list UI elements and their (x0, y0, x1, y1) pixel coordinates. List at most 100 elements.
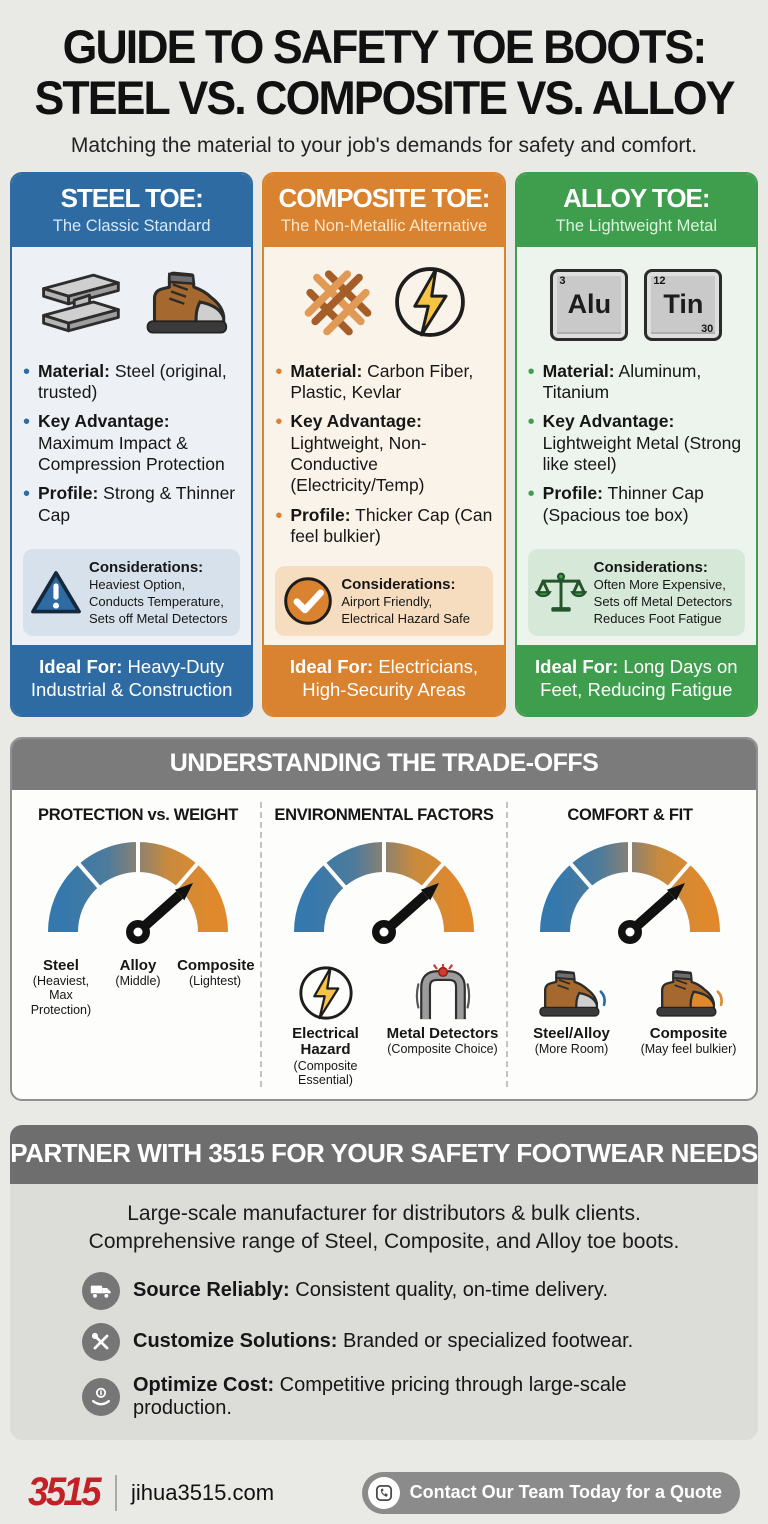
alloy-toe-subtitle: The Lightweight Metal (555, 216, 718, 235)
gauge-icon-labels: Steel/Alloy (More Room) (513, 960, 747, 1057)
metal-detector-icon (386, 960, 498, 1022)
page-header: GUIDE TO SAFETY TOE BOOTS: STEEL VS. COM… (0, 0, 768, 158)
partner-bullet-optimize: Optimize Cost: Competitive pricing throu… (82, 1374, 728, 1420)
alloy-considerations-box: Considerations: Often More Expensive, Se… (527, 549, 745, 637)
material-columns: STEEL TOE: The Classic Standard (0, 171, 768, 717)
tradeoffs-title: UNDERSTANDING THE TRADE-OFFS (12, 738, 756, 790)
partner-bullet-text: Optimize Cost: Competitive pricing throu… (133, 1373, 627, 1419)
partner-panel: PARTNER WITH 3515 FOR YOUR SAFETY FOOTWE… (10, 1125, 758, 1440)
composite-toe-header: COMPOSITE TOE: The Non-Metallic Alternat… (264, 173, 504, 247)
steel-toe-card: STEEL TOE: The Classic Standard (10, 171, 254, 717)
element-symbol: Tin (663, 289, 704, 319)
steel-toe-title: STEEL TOE: (60, 182, 204, 213)
balance-scale-icon (534, 569, 587, 617)
element-number: 3 (559, 274, 566, 287)
contact-quote-button[interactable]: Contact Our Team Today for a Quote (361, 1471, 740, 1514)
alloy-toe-card: ALLOY TOE: The Lightweight Metal 3 Alu 1… (514, 171, 758, 717)
tools-icon (82, 1322, 120, 1361)
composite-considerations-box: Considerations: Airport Friendly, Electr… (275, 565, 493, 637)
contact-quote-label: Contact Our Team Today for a Quote (409, 1482, 722, 1503)
bullet-material: Material: Carbon Fiber, Plastic, Kevlar (275, 360, 492, 404)
truck-icon (82, 1271, 120, 1310)
phone-icon (367, 1476, 400, 1509)
titanium-element-tile-icon: 12 Tin 30 (644, 268, 723, 341)
composite-ideal-for: Ideal For: Electricians, High-Security A… (264, 645, 504, 715)
environmental-factors-panel: ENVIRONMENTAL FACTORS (260, 801, 506, 1088)
composite-fit-item: Composite (May feel bulkier) (632, 960, 744, 1057)
alloy-considerations-text: Considerations: Often More Expensive, Se… (593, 559, 733, 626)
label-steel: Steel (Heaviest, Max Protection) (30, 956, 92, 1017)
composite-toe-icons (275, 259, 492, 351)
composite-toe-card: COMPOSITE TOE: The Non-Metallic Alternat… (262, 171, 506, 717)
page-title-line2: STEEL VS. COMPOSITE VS. ALLOY (34, 70, 735, 124)
panel-title: COMFORT & FIT (567, 805, 693, 824)
cost-icon (82, 1377, 120, 1416)
element-number: 12 (653, 274, 666, 287)
composite-toe-title: COMPOSITE TOE: (278, 182, 491, 213)
composite-toe-body: Material: Carbon Fiber, Plastic, Kevlar … (264, 247, 503, 646)
steel-toe-boot-icon (142, 267, 230, 342)
metal-detectors-item: Metal Detectors (Composite Choice) (386, 960, 498, 1088)
partner-bullets: Source Reliably: Consistent quality, on-… (40, 1271, 728, 1420)
tradeoffs-body: PROTECTION vs. WEIGHT (12, 790, 756, 1100)
composite-toe-subtitle: The Non-Metallic Alternative (280, 216, 488, 235)
bullet-profile: Profile: Thicker Cap (Can feel bulkier) (275, 504, 492, 548)
bullet-profile: Profile: Thinner Cap (Spacious toe box) (528, 482, 745, 526)
electrical-hazard-icon (269, 960, 381, 1022)
alloy-toe-title: ALLOY TOE: (563, 182, 711, 213)
bullet-key-advantage: Key Advantage: Lightweight Metal (Strong… (528, 410, 745, 475)
gauge-labels: Steel (Heaviest, Max Protection) Alloy (… (21, 956, 255, 1018)
carbon-fiber-weave-icon (300, 264, 376, 345)
website-link[interactable]: jihua3515.com (130, 1479, 275, 1505)
lightning-bolt-icon (392, 264, 468, 345)
steel-ideal-for: Ideal For: Heavy-Duty Industrial & Const… (12, 645, 252, 715)
bullet-key-advantage: Key Advantage: Maximum Impact & Compress… (23, 410, 240, 475)
warning-triangle-icon (30, 569, 82, 617)
steel-beam-icon (34, 269, 126, 340)
partner-bullet-customize: Customize Solutions: Branded or speciali… (82, 1322, 728, 1361)
protection-vs-weight-panel: PROTECTION vs. WEIGHT (16, 802, 260, 1088)
comfort-fit-panel: COMFORT & FIT (506, 801, 752, 1088)
brand-logo-3515: 3515 (28, 1470, 102, 1515)
composite-considerations-text: Considerations: Airport Friendly, Electr… (341, 575, 470, 626)
tradeoffs-panel: UNDERSTANDING THE TRADE-OFFS PROTECTION … (10, 736, 758, 1102)
aluminum-element-tile-icon: 3 Alu (550, 268, 629, 341)
steel-considerations-text: Considerations: Heaviest Option, Conduct… (89, 559, 228, 626)
alloy-toe-icons: 3 Alu 12 Tin 30 (528, 259, 745, 351)
panel-title: ENVIRONMENTAL FACTORS (274, 805, 494, 824)
gauge-icon-labels: Electrical Hazard (Composite Essential) (267, 960, 501, 1088)
alloy-ideal-for: Ideal For: Long Days on Feet, Reducing F… (516, 645, 756, 715)
partner-intro: Large-scale manufacturer for distributor… (88, 1202, 680, 1253)
steel-toe-bullets: Material: Steel (original, trusted) Key … (23, 360, 240, 534)
steel-alloy-fit-item: Steel/Alloy (More Room) (515, 960, 627, 1057)
bullet-material: Material: Aluminum, Titanium (528, 360, 745, 404)
partner-bullet-text: Customize Solutions: Branded or speciali… (133, 1330, 634, 1353)
check-circle-icon (282, 575, 334, 627)
steel-toe-subtitle: The Classic Standard (52, 216, 211, 235)
page-subtitle: Matching the material to your job's dema… (70, 133, 698, 157)
partner-title: PARTNER WITH 3515 FOR YOUR SAFETY FOOTWE… (10, 1125, 758, 1185)
element-mass: 30 (701, 322, 714, 335)
bullet-profile: Profile: Strong & Thinner Cap (23, 482, 240, 526)
page-title-line1: GUIDE TO SAFETY TOE BOOTS: (62, 20, 708, 73)
composite-toe-bullets: Material: Carbon Fiber, Plastic, Kevlar … (275, 360, 492, 556)
comfort-gauge (513, 829, 747, 956)
partner-body: Large-scale manufacturer for distributor… (10, 1184, 758, 1440)
steel-toe-body: Material: Steel (original, trusted) Key … (12, 247, 251, 646)
element-symbol: Alu (567, 289, 612, 319)
boot-gray-toe-icon (515, 960, 627, 1022)
bullet-material: Material: Steel (original, trusted) (23, 360, 240, 404)
panel-title: PROTECTION vs. WEIGHT (38, 805, 238, 824)
partner-bullet-source: Source Reliably: Consistent quality, on-… (82, 1271, 728, 1310)
steel-toe-icons (23, 259, 240, 351)
page-footer: 3515 jihua3515.com Contact Our Team Toda… (0, 1462, 768, 1524)
bullet-key-advantage: Key Advantage: Lightweight, Non-Conducti… (275, 410, 492, 496)
protection-weight-gauge (21, 829, 255, 956)
page-title: GUIDE TO SAFETY TOE BOOTS: STEEL VS. COM… (19, 20, 749, 124)
label-alloy: Alloy (Middle) (115, 956, 161, 988)
alloy-toe-bullets: Material: Aluminum, Titanium Key Advanta… (528, 360, 745, 534)
electrical-hazard-item: Electrical Hazard (Composite Essential) (269, 960, 381, 1088)
partner-bullet-text: Source Reliably: Consistent quality, on-… (133, 1279, 608, 1302)
boot-orange-toe-icon (632, 960, 744, 1022)
steel-toe-header: STEEL TOE: The Classic Standard (12, 173, 252, 247)
